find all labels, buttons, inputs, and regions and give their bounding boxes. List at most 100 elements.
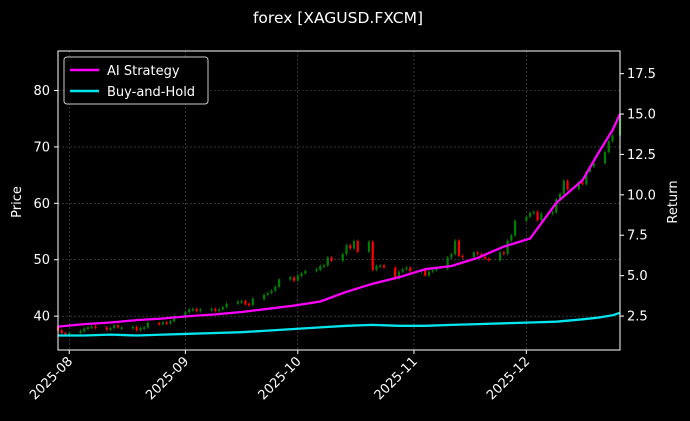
candle-up <box>225 303 228 308</box>
plot-frame <box>57 50 621 351</box>
candle-up <box>296 275 299 281</box>
candle-down <box>135 326 138 331</box>
candle-down <box>457 240 460 256</box>
candle-up <box>322 265 326 267</box>
candle-up <box>86 327 90 329</box>
x-tick-label: 2025-09 <box>143 354 192 403</box>
candle-up <box>611 135 614 142</box>
candle-up <box>555 199 558 213</box>
x-axis: 2025-08 2025-09 2025-10 2025-11 2025-12 <box>27 350 533 403</box>
legend-label-ai-strategy: AI Strategy <box>107 64 180 79</box>
candle-down <box>502 252 505 255</box>
candle-up <box>146 322 150 328</box>
candle-up <box>210 308 213 311</box>
x-tick-label: 2025-11 <box>372 354 421 403</box>
candle-up <box>161 322 165 325</box>
candle-up <box>191 308 194 311</box>
candle-up <box>375 265 378 270</box>
candle-up <box>326 257 329 266</box>
candle-up <box>120 327 123 329</box>
y-right-tick-label: 5.0 <box>627 269 648 284</box>
candle-up <box>221 307 224 310</box>
legend: AI Strategy Buy-and-Hold <box>63 56 209 105</box>
candle-up <box>592 163 595 167</box>
series-line-buy-and-hold <box>58 311 621 337</box>
legend-box <box>63 56 209 105</box>
candle-up <box>525 216 528 221</box>
candle-up <box>274 286 277 291</box>
candle-up <box>513 220 517 236</box>
candle-down <box>105 327 108 330</box>
candle-up <box>270 290 273 294</box>
candle-up <box>68 333 71 335</box>
candle-up <box>532 211 535 214</box>
candle-down <box>195 308 198 312</box>
candle-up <box>450 254 453 258</box>
candle-down <box>476 252 479 255</box>
candle-up <box>405 267 408 270</box>
candle-down <box>330 257 333 261</box>
candle-down <box>116 325 120 328</box>
candle-up <box>510 235 513 241</box>
candle-up <box>199 309 202 312</box>
y-axis-right-label: Return <box>666 180 681 223</box>
candle-up <box>90 326 93 328</box>
candle-up <box>446 257 449 269</box>
x-tick-label: 2025-10 <box>256 354 305 403</box>
x-tick-label: 2025-08 <box>27 354 76 403</box>
candle-down <box>349 245 352 249</box>
candlesticks <box>56 114 622 337</box>
candle-down <box>371 241 374 270</box>
candle-up <box>607 141 610 152</box>
candle-up <box>551 212 554 214</box>
candle-up <box>397 271 401 279</box>
candle-up <box>300 273 303 277</box>
candle-up <box>262 294 266 300</box>
x-tick-label: 2025-12 <box>484 354 533 403</box>
series-line-ai-strategy <box>57 113 622 328</box>
candle-up <box>352 241 356 249</box>
candle-up <box>188 309 191 313</box>
candle-down <box>487 258 490 261</box>
candle-up <box>454 240 457 255</box>
candle-down <box>292 277 296 281</box>
candle-down <box>158 322 161 325</box>
candle-up <box>431 269 434 272</box>
candle-up <box>143 327 146 329</box>
candle-down <box>382 265 386 268</box>
candle-up <box>251 298 254 305</box>
candle-up <box>315 269 318 272</box>
candle-up <box>379 265 382 267</box>
y-right-tick-label: 17.5 <box>627 67 656 82</box>
y-left-tick-label: 40 <box>33 310 50 325</box>
candle-down <box>356 241 359 252</box>
candle-up <box>540 213 543 221</box>
candle-up <box>585 171 588 185</box>
candle-down <box>566 180 569 190</box>
candle-up <box>506 240 509 255</box>
y-axis-left-label: Price <box>10 186 25 218</box>
candle-down <box>461 255 464 258</box>
candle-down <box>214 308 217 312</box>
y-right-tick-label: 15.0 <box>627 108 656 123</box>
candle-up <box>577 182 580 190</box>
candle-up <box>558 193 562 200</box>
candle-down <box>424 270 427 276</box>
candle-down <box>581 182 584 185</box>
candle-up <box>304 271 307 274</box>
candle-down <box>94 326 97 328</box>
candle-up <box>169 321 172 324</box>
candle-down <box>394 267 397 279</box>
candle-up <box>528 212 532 217</box>
candle-up <box>173 316 176 322</box>
candle-up <box>472 252 475 257</box>
candle-down <box>165 322 168 324</box>
candle-up <box>83 328 86 332</box>
y-left-tick-label: 80 <box>33 84 50 99</box>
candle-up <box>562 180 565 194</box>
candle-down <box>244 300 247 305</box>
candle-up <box>277 279 281 287</box>
candle-up <box>603 151 607 164</box>
candle-down <box>247 303 251 306</box>
